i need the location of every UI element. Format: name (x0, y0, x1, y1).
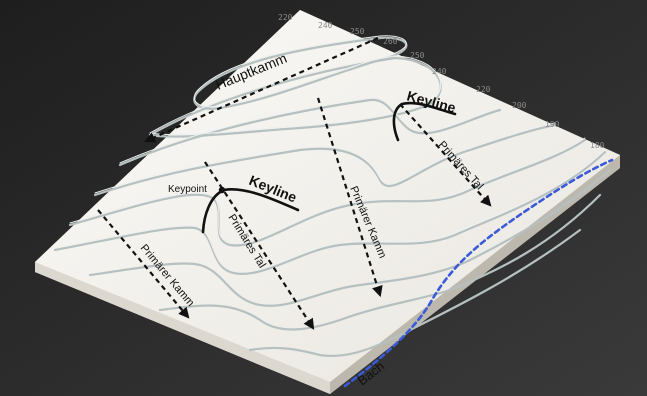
model-top-face (35, 10, 620, 382)
bach-stream (343, 158, 614, 388)
primaeres-tal-right-arrow (399, 103, 492, 207)
elevation-labels: 220 240 250 260 250 240 220 200 190 180 (278, 13, 605, 150)
elevation-label: 220 (278, 13, 293, 22)
model-left-edge (35, 262, 330, 394)
contour-lines (53, 35, 612, 358)
elevation-label: 200 (512, 101, 527, 110)
hauptkamm-arrow (143, 36, 379, 143)
elevation-label: 260 (383, 37, 398, 46)
elevation-label: 250 (350, 27, 365, 36)
elevation-label: 240 (318, 21, 333, 30)
elevation-label: 190 (545, 120, 560, 129)
elevation-label: 220 (476, 85, 491, 94)
keypoint-label: Keypoint (168, 184, 207, 195)
primaeres-tal-left-arrow (204, 161, 315, 330)
elevation-label: 240 (432, 67, 447, 76)
primaerer-kamm-center-arrow (316, 97, 383, 298)
elevation-label: 180 (590, 141, 605, 150)
keyline-top-curve (392, 101, 457, 142)
keypoint-marker (218, 186, 226, 194)
elevation-label: 250 (410, 51, 425, 60)
